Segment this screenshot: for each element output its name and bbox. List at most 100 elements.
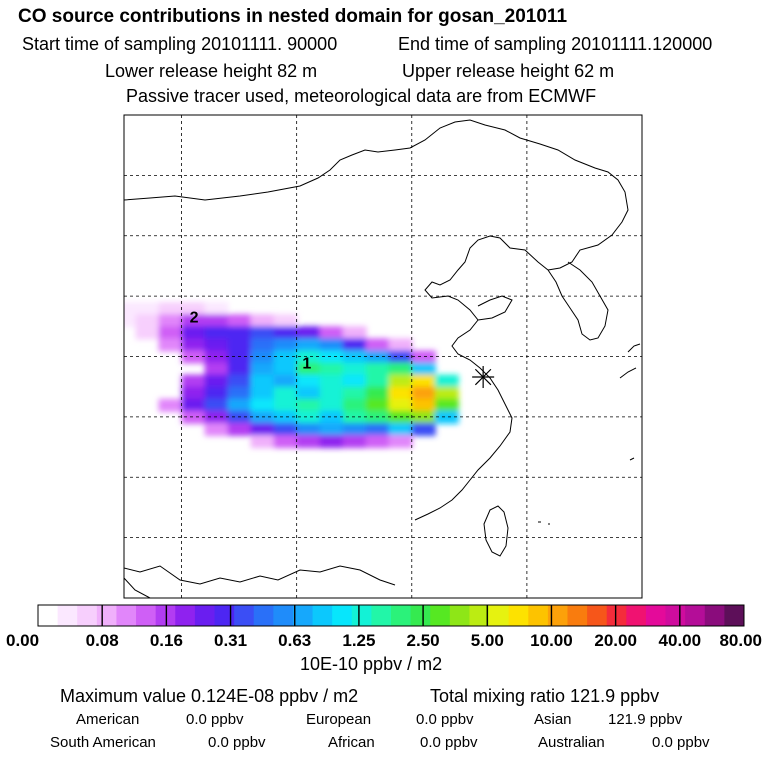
- field-cell: [273, 434, 298, 449]
- colorbar-tick-label: 0.08: [86, 631, 119, 650]
- annotation-label: 2: [190, 310, 199, 327]
- coast-korea: [547, 261, 609, 341]
- chart-title: CO source contributions in nested domain…: [18, 6, 568, 27]
- field-cell: [204, 386, 229, 400]
- field-cell: [204, 410, 229, 424]
- field-cell: [250, 350, 275, 364]
- field-cell: [388, 386, 413, 400]
- field-cell: [227, 350, 252, 364]
- field-cell: [319, 422, 344, 436]
- field-cell: [434, 410, 459, 424]
- field-cell: [388, 338, 413, 352]
- field-cell: [365, 386, 390, 400]
- field-cell: [342, 398, 367, 412]
- field-cell: [388, 398, 413, 412]
- field-cell: [434, 386, 459, 400]
- upper-release-label: Upper release height 62 m: [402, 61, 615, 81]
- field-cell: [342, 326, 367, 340]
- field-cell: [181, 314, 206, 328]
- field-cell: [273, 386, 298, 400]
- coast-bohai: [414, 235, 549, 521]
- field-cell: [181, 410, 206, 424]
- colorbar-swatch: [312, 605, 333, 626]
- map-frame: [123, 114, 643, 599]
- field-cell: [411, 398, 436, 412]
- colorbar-swatch: [489, 605, 510, 626]
- island-small-1: [538, 457, 635, 525]
- colorbar-swatch: [528, 605, 549, 626]
- field-cell: [388, 362, 413, 376]
- field-cell: [388, 410, 413, 424]
- field-cell: [273, 338, 298, 352]
- colorbar-swatch: [136, 605, 157, 626]
- annotation-label: 1: [302, 356, 311, 373]
- field-cell: [319, 434, 344, 449]
- field-cell: [342, 434, 367, 449]
- field-cell: [296, 434, 321, 449]
- field-cell: [296, 374, 321, 388]
- field-cell: [158, 398, 183, 412]
- field-cell: [227, 374, 252, 388]
- border-south: [124, 565, 396, 586]
- border-north: [124, 119, 629, 271]
- field-cell: [273, 314, 298, 328]
- colorbar-swatch: [57, 605, 78, 626]
- colorbar-tick-label: 1.25: [342, 631, 375, 650]
- colorbar-tick-label: 10.00: [530, 631, 573, 650]
- end-time-label: End time of sampling 20101111.120000: [398, 34, 713, 54]
- field-cell: [181, 386, 206, 400]
- colorbar-swatch: [214, 605, 235, 626]
- colorbar: 0.00 0.08 0.16 0.31 0.63 1.25 2.50 5.00 10.00 20.…: [6, 604, 762, 650]
- field-cell: [342, 386, 367, 400]
- field-cell: [273, 374, 298, 388]
- field-cell: [250, 362, 275, 376]
- colorbar-swatch: [194, 605, 215, 626]
- field-cell: [388, 434, 413, 449]
- colorbar-swatch: [96, 605, 117, 626]
- colorbar-swatch: [371, 605, 392, 626]
- field-cell: [411, 374, 436, 388]
- asian-value: 121.9 ppbv: [608, 711, 683, 728]
- field-cell: [319, 398, 344, 412]
- start-time-label: Start time of sampling 20101111. 90000: [22, 34, 338, 54]
- field-cell: [319, 350, 344, 364]
- field-cell: [181, 338, 206, 352]
- coast-shandong: [477, 295, 513, 321]
- field-cell: [319, 326, 344, 340]
- field-cell: [135, 302, 160, 316]
- field-cell: [158, 326, 183, 340]
- field-cell: [319, 374, 344, 388]
- field-cell: [342, 374, 367, 388]
- field-cell: [124, 314, 137, 328]
- field-cell: [342, 350, 367, 364]
- field-cell: [365, 374, 390, 388]
- african-label: African: [328, 734, 375, 751]
- field-cell: [204, 350, 229, 364]
- field-cell: [181, 302, 206, 316]
- coastlines: [124, 119, 641, 598]
- colorbar-swatch: [645, 605, 667, 626]
- australian-value: 0.0 ppbv: [652, 734, 710, 751]
- colorbar-unit: 10E-10 ppbv / m2: [300, 654, 443, 674]
- european-label: European: [306, 711, 372, 728]
- colorbar-swatch: [391, 605, 412, 626]
- field-cell: [365, 434, 390, 449]
- field-cell: [342, 410, 367, 424]
- field-cell: [227, 410, 252, 424]
- colorbar-tick-label: 40.00: [659, 631, 702, 650]
- field-cell: [250, 386, 275, 400]
- field-cell: [342, 338, 367, 352]
- field-cell: [181, 374, 206, 388]
- coast-japan: [619, 343, 641, 379]
- colorbar-swatch: [567, 605, 588, 626]
- field-cell: [296, 386, 321, 400]
- field-cell: [227, 386, 252, 400]
- field-cell: [365, 338, 390, 352]
- european-value: 0.0 ppbv: [416, 711, 474, 728]
- field-cell: [250, 422, 275, 436]
- receptor-star-stroke: [474, 368, 492, 386]
- field-cell: [365, 350, 390, 364]
- border-inner-southwest: [124, 577, 151, 598]
- field-cell: [411, 362, 436, 376]
- colorbar-frame: [37, 604, 745, 627]
